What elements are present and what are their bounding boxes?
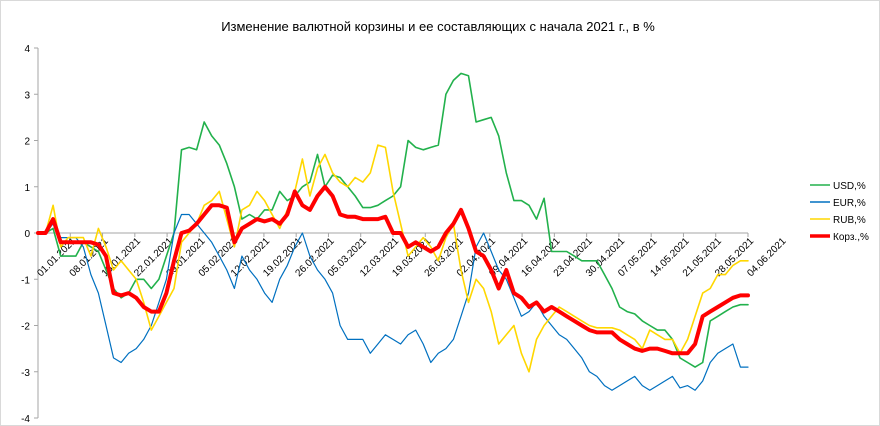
legend-label: EUR,% xyxy=(833,198,866,209)
y-tick-label: 4 xyxy=(24,44,30,55)
y-tick-label: -3 xyxy=(21,368,30,379)
y-tick-label: 1 xyxy=(24,183,30,194)
y-tick-label: -4 xyxy=(21,414,30,425)
legend-label: USD,% xyxy=(833,181,866,192)
y-tick-label: -1 xyxy=(21,275,30,286)
series-line-2 xyxy=(37,144,749,373)
y-tick-label: 0 xyxy=(24,229,30,240)
y-tick-label: 2 xyxy=(24,137,30,148)
legend: USD,% EUR,% RUB,% Корз.,% xyxy=(810,181,869,243)
legend-label: Корз.,% xyxy=(833,232,869,243)
chart-title: Изменение валютной корзины и ее составля… xyxy=(221,19,655,34)
series-group xyxy=(36,72,750,391)
y-tick-label: 3 xyxy=(24,90,30,101)
y-tick-label: -2 xyxy=(21,322,30,333)
legend-label: RUB,% xyxy=(833,215,866,226)
series-line-0 xyxy=(37,72,749,368)
series-line-3 xyxy=(36,184,750,356)
